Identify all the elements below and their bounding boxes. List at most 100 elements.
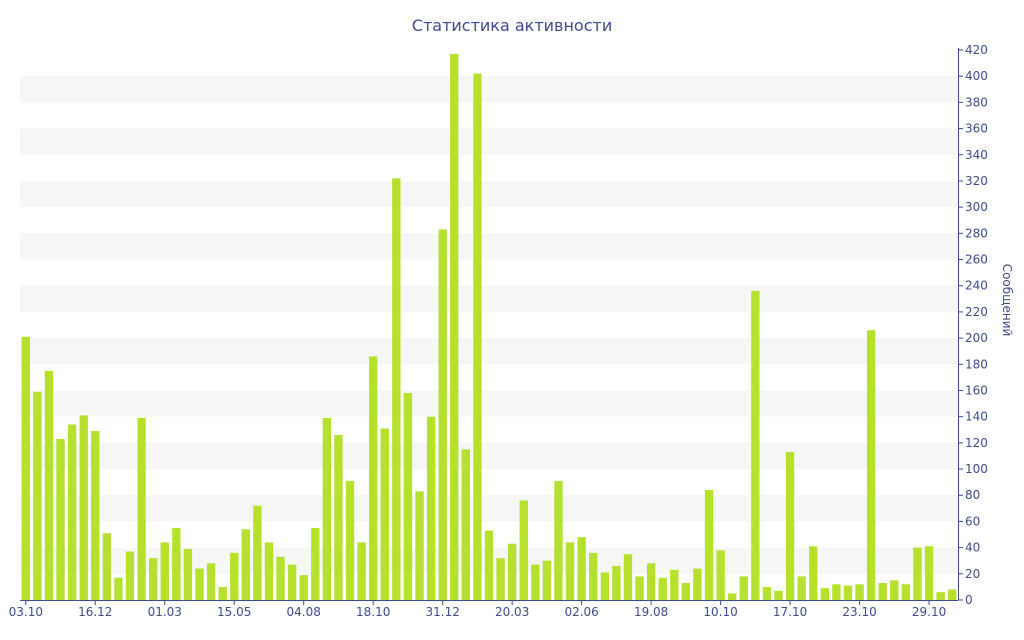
bar bbox=[195, 568, 204, 600]
bar bbox=[125, 551, 135, 600]
bar bbox=[774, 590, 783, 600]
bar bbox=[137, 417, 146, 600]
x-tick-label: 20.03 bbox=[495, 605, 529, 619]
bar bbox=[890, 580, 899, 600]
bar bbox=[693, 568, 702, 600]
bar bbox=[102, 533, 112, 600]
bar bbox=[114, 577, 123, 600]
bar bbox=[554, 480, 563, 600]
bar bbox=[589, 552, 598, 600]
bar bbox=[600, 572, 609, 600]
y-tick-label: 280 bbox=[965, 226, 988, 240]
y-tick-label: 400 bbox=[965, 69, 988, 83]
bar bbox=[855, 584, 864, 600]
y-tick-label: 420 bbox=[965, 43, 988, 57]
bar bbox=[369, 356, 378, 600]
bar bbox=[507, 543, 517, 600]
x-tick-label: 19.08 bbox=[634, 605, 668, 619]
bar bbox=[230, 552, 239, 600]
bar bbox=[866, 330, 876, 600]
y-tick-label: 80 bbox=[965, 488, 980, 502]
x-tick-label: 23.10 bbox=[842, 605, 876, 619]
grid-band bbox=[20, 76, 958, 103]
y-tick-label: 60 bbox=[965, 514, 980, 528]
bar bbox=[878, 582, 887, 600]
bar bbox=[241, 529, 250, 600]
bar bbox=[392, 178, 401, 601]
y-tick-label: 320 bbox=[965, 174, 988, 188]
bar bbox=[762, 586, 772, 600]
bar bbox=[820, 588, 829, 600]
y-axis-ticks: 0 20 40 60 80 100 120 140 160 180 200 220 240 260 280 3… bbox=[958, 43, 988, 607]
bar bbox=[936, 592, 945, 600]
bar bbox=[728, 593, 737, 600]
bar bbox=[913, 547, 922, 600]
bar bbox=[450, 53, 459, 600]
bar bbox=[380, 428, 389, 600]
bar bbox=[311, 527, 320, 600]
grid-band bbox=[20, 338, 958, 365]
bar bbox=[623, 554, 633, 600]
bar bbox=[670, 569, 679, 600]
bar bbox=[183, 548, 193, 600]
x-tick-label: 31.12 bbox=[425, 605, 459, 619]
bar bbox=[542, 560, 552, 600]
bar bbox=[519, 500, 528, 600]
y-tick-label: 140 bbox=[965, 410, 988, 424]
bar bbox=[299, 575, 308, 600]
bar bbox=[461, 449, 471, 600]
bar bbox=[646, 563, 656, 600]
y-tick-label: 300 bbox=[965, 200, 988, 214]
bar bbox=[264, 542, 274, 600]
bar bbox=[357, 542, 366, 600]
bar bbox=[751, 290, 760, 600]
y-tick-label: 180 bbox=[965, 357, 988, 371]
bar-series bbox=[21, 53, 957, 601]
bar bbox=[832, 584, 841, 600]
bar bbox=[797, 576, 806, 600]
bar bbox=[473, 73, 482, 601]
bar bbox=[334, 435, 343, 600]
grid-band bbox=[20, 495, 958, 522]
bar bbox=[658, 577, 667, 600]
bar bbox=[704, 490, 714, 600]
bar bbox=[924, 546, 934, 600]
bar bbox=[438, 229, 447, 600]
x-tick-label: 01.03 bbox=[148, 605, 182, 619]
y-tick-label: 20 bbox=[965, 567, 980, 581]
bar bbox=[160, 542, 169, 600]
bar bbox=[635, 576, 644, 600]
bar bbox=[322, 417, 332, 600]
bar bbox=[531, 564, 540, 600]
bar bbox=[206, 563, 216, 600]
bar bbox=[426, 416, 436, 600]
bar bbox=[33, 391, 42, 600]
bar bbox=[716, 550, 725, 600]
bar bbox=[91, 431, 100, 600]
bar bbox=[345, 480, 355, 600]
y-tick-label: 40 bbox=[965, 541, 980, 555]
bar bbox=[565, 542, 575, 600]
grid-band bbox=[20, 233, 958, 260]
grid-band bbox=[20, 390, 958, 417]
bar bbox=[218, 586, 227, 600]
bar bbox=[739, 576, 748, 600]
y-tick-label: 160 bbox=[965, 383, 988, 397]
bar bbox=[149, 558, 158, 600]
x-tick-label: 17.10 bbox=[773, 605, 807, 619]
x-tick-label: 29.10 bbox=[912, 605, 946, 619]
bar bbox=[287, 564, 297, 600]
y-axis-title: Сообщений bbox=[1000, 264, 1014, 337]
bar bbox=[79, 415, 88, 600]
bar bbox=[901, 584, 911, 600]
bar bbox=[44, 370, 54, 600]
x-tick-label: 16.12 bbox=[78, 605, 112, 619]
grid-band bbox=[20, 128, 958, 155]
bar bbox=[276, 556, 285, 600]
y-tick-label: 340 bbox=[965, 148, 988, 162]
grid-bands bbox=[20, 76, 958, 574]
x-tick-label: 03.10 bbox=[9, 605, 43, 619]
x-tick-label: 18.10 bbox=[356, 605, 390, 619]
x-tick-label: 10.10 bbox=[703, 605, 737, 619]
